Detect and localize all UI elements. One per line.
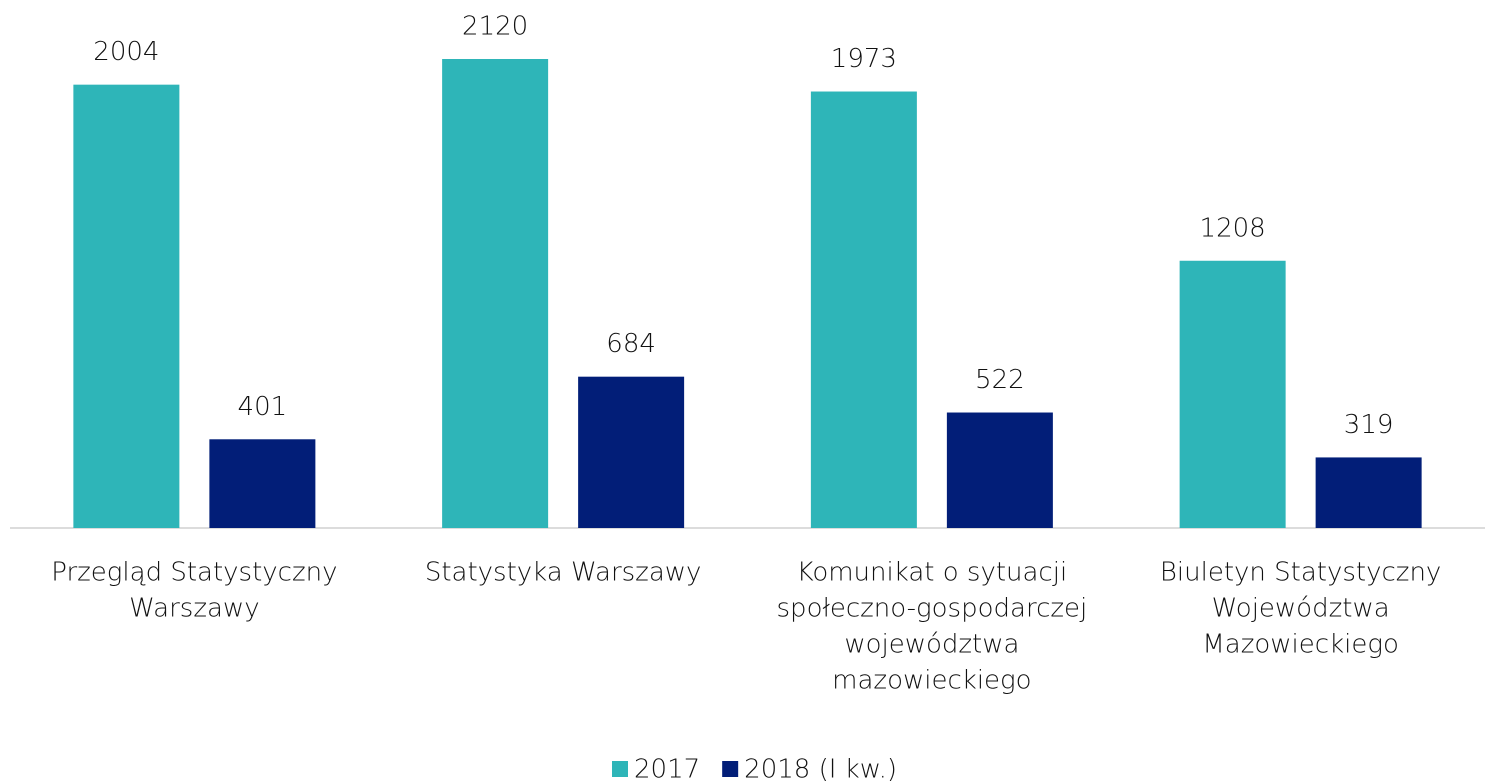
bar bbox=[1179, 260, 1286, 528]
x-tick-label: Przegląd Statystyczny bbox=[51, 558, 337, 588]
bar bbox=[73, 84, 180, 528]
value-label: 1208 bbox=[1200, 213, 1266, 243]
bar bbox=[946, 412, 1053, 528]
x-tick-label: Biuletyn Statystyczny bbox=[1160, 558, 1441, 588]
bar bbox=[578, 376, 685, 528]
x-tick-label: Statystyka Warszawy bbox=[425, 558, 702, 588]
x-tick-label: województwa bbox=[844, 630, 1019, 660]
x-tick-label: Województwa bbox=[1212, 594, 1390, 624]
bar bbox=[442, 59, 549, 528]
value-label: 2004 bbox=[93, 37, 159, 67]
legend-swatch bbox=[722, 761, 739, 777]
bar bbox=[1315, 457, 1422, 528]
value-label: 684 bbox=[606, 329, 656, 359]
legend-label: 2017 bbox=[634, 755, 700, 782]
value-label: 2120 bbox=[462, 12, 528, 42]
x-tick-label: Warszawy bbox=[129, 594, 259, 624]
bar bbox=[810, 91, 917, 528]
value-label: 319 bbox=[1344, 410, 1394, 440]
value-label: 522 bbox=[975, 365, 1025, 395]
value-label: 1973 bbox=[831, 44, 897, 74]
x-tick-label: Mazowieckiego bbox=[1202, 630, 1399, 660]
bar bbox=[209, 439, 316, 528]
x-tick-label: mazowieckiego bbox=[832, 666, 1031, 696]
x-tick-label: Komunikat o sytuacji bbox=[797, 558, 1068, 588]
legend-label: 2018 (I kw.) bbox=[744, 755, 897, 782]
x-tick-label: społeczno-gospodarczej bbox=[777, 594, 1088, 624]
value-label: 401 bbox=[238, 392, 288, 422]
legend-swatch bbox=[612, 761, 628, 777]
